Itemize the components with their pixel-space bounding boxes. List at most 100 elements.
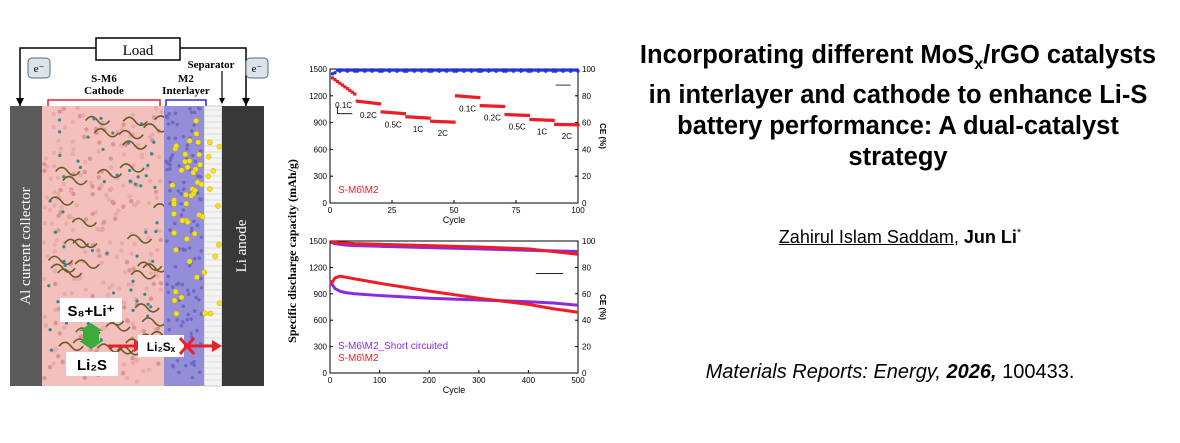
- electron-left-label: e⁻: [34, 63, 45, 75]
- polysulfide-dot: [186, 137, 193, 144]
- cathode-atom: [149, 252, 154, 257]
- rate-capability-chart: 0 25 50 75 100030060090012001500020406080100…: [309, 65, 607, 225]
- mos2-chain: [50, 263, 76, 274]
- cathode-atom: [105, 292, 111, 297]
- mos2-chain: [121, 140, 148, 150]
- cathode-atom: [127, 268, 132, 273]
- cathode-catalyst-site: [53, 230, 58, 234]
- mos2-chain: [130, 270, 156, 280]
- cathode-atom: [47, 364, 53, 370]
- ce-point: [407, 68, 412, 72]
- interlayer-atom: [167, 327, 171, 332]
- capacity-point: [487, 104, 491, 108]
- cathode-atom: [87, 156, 93, 161]
- cathode-atom: [146, 235, 151, 241]
- cathode-atom: [112, 216, 118, 222]
- cathode-catalyst-site: [128, 168, 132, 173]
- cathode-atom: [42, 276, 47, 282]
- rate-label: 0.5C: [385, 121, 402, 130]
- interlayer-atom: [199, 286, 204, 290]
- ce-point: [447, 68, 451, 72]
- ce-point: [390, 68, 394, 72]
- cathode-atom: [131, 202, 137, 208]
- capacity-point: [449, 120, 454, 124]
- capacity-point: [375, 101, 379, 106]
- capacity-point: [417, 115, 421, 120]
- cathode-atom: [44, 195, 50, 200]
- cathode-atom: [158, 281, 164, 286]
- interlayer-atom: [173, 264, 178, 269]
- cathode-catalyst-site: [90, 248, 95, 253]
- cathode-atom: [62, 291, 67, 297]
- capacity-point: [365, 100, 369, 104]
- cathode-atom: [96, 175, 102, 180]
- mos2-chain: [72, 238, 98, 249]
- cathode-atom: [153, 189, 159, 194]
- rate-label: 1C: [537, 127, 547, 136]
- cathode-atom: [100, 228, 105, 233]
- cathode-atom: [107, 285, 112, 291]
- interlayer-atom: [165, 239, 169, 243]
- cathode-atom: [130, 112, 136, 118]
- capacity-point: [571, 123, 575, 127]
- cathode-atom: [128, 199, 134, 204]
- cathode-atom: [56, 228, 61, 233]
- cathode-atom: [108, 165, 114, 170]
- capacity-point: [459, 94, 464, 98]
- cathode-atom: [55, 191, 61, 196]
- interlayer-bracket: [165, 99, 207, 106]
- anode-label: Li anode: [234, 219, 250, 272]
- cathode-atom: [60, 359, 65, 365]
- cathode-atom: [57, 331, 62, 336]
- polysulfide-dot: [173, 247, 179, 253]
- cathode-atom: [155, 326, 161, 331]
- cathode-atom: [90, 293, 95, 299]
- polysulfide-dot: [212, 253, 218, 260]
- capacity-point: [432, 119, 436, 123]
- interlayer-atom: [181, 304, 186, 309]
- cathode-atom: [45, 253, 50, 259]
- ce-point: [377, 69, 382, 73]
- cathode-atom: [57, 109, 62, 114]
- citation: Materials Reports: Energy, 2026, 100433.: [640, 361, 1140, 384]
- capacity-point: [541, 118, 545, 122]
- interlayer-atom: [181, 187, 186, 191]
- interlayer-atom: [181, 208, 186, 212]
- cathode-atom: [42, 375, 47, 381]
- cathode-atom: [100, 280, 106, 285]
- capacity-point: [564, 122, 568, 127]
- capacity-point: [397, 111, 402, 115]
- interlayer-atom: [195, 328, 199, 333]
- capacity-point: [412, 115, 416, 119]
- capacity-point: [544, 118, 548, 122]
- capacity-point: [497, 104, 501, 108]
- interlayer-atom: [166, 122, 171, 126]
- capacity-point: [536, 118, 540, 122]
- cathode-atom: [84, 127, 89, 132]
- capacity-point: [568, 123, 573, 127]
- wire-arrow-right: [242, 98, 250, 106]
- cathode-atom: [42, 220, 48, 226]
- polysulfide-dot: [193, 130, 200, 137]
- corresponding-mark: *: [1016, 227, 1022, 239]
- capacity-point: [385, 110, 389, 114]
- capacity-point: [358, 99, 362, 104]
- ce-point: [556, 68, 560, 72]
- cathode-atom: [144, 286, 149, 291]
- cathode-atom: [78, 172, 83, 178]
- capacity-point: [531, 117, 535, 122]
- ce-point: [551, 69, 555, 73]
- capacity-point: [464, 94, 468, 99]
- cathode-catalyst-site: [61, 210, 65, 214]
- cathode-atom: [125, 318, 130, 324]
- blocked-cross-icon: [178, 337, 196, 355]
- cathode-catalyst-site: [78, 165, 83, 169]
- cathode-atom: [83, 249, 88, 255]
- interlayer-atom: [189, 110, 194, 115]
- cathode-atom: [53, 346, 59, 352]
- capacity-point: [415, 115, 419, 119]
- interlayer-atom: [181, 134, 186, 139]
- cathode-atom: [146, 200, 152, 206]
- polysulfide-dot: [182, 151, 189, 158]
- capacity-point: [407, 115, 411, 119]
